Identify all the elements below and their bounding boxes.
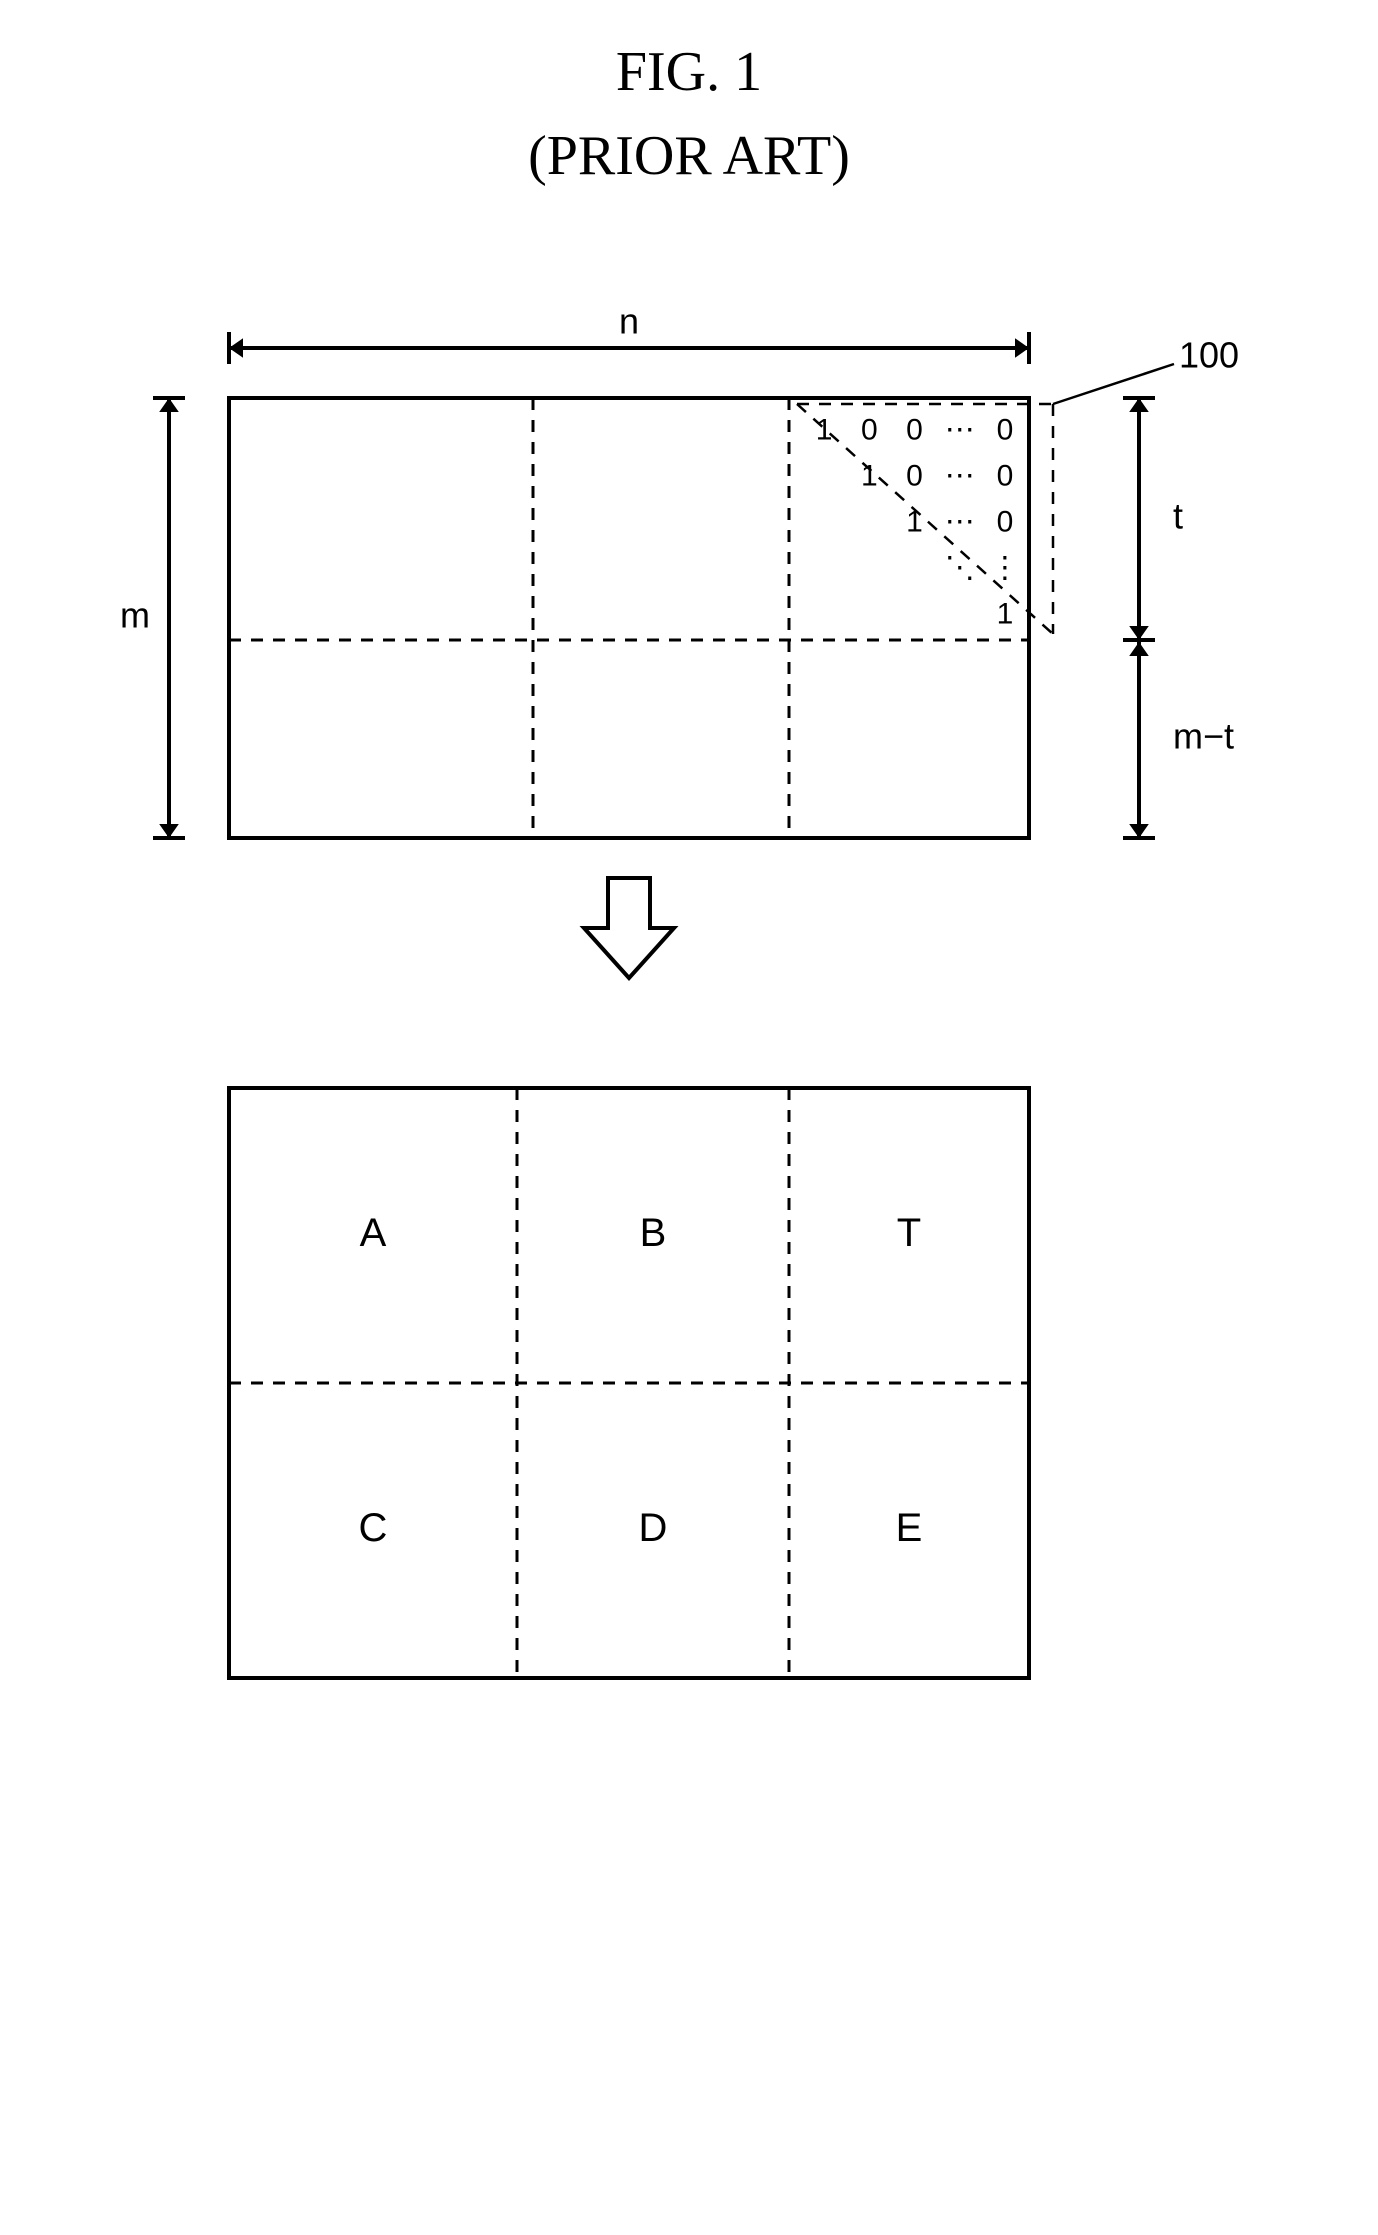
svg-text:0: 0 [997, 506, 1014, 539]
svg-text:m: m [120, 595, 150, 636]
figure-diagram: 100⋯010⋯01⋯0⋱⋮1nmtm−t100ABTCDE [89, 308, 1289, 2008]
svg-text:E: E [896, 1506, 923, 1550]
svg-text:B: B [640, 1211, 667, 1255]
svg-text:0: 0 [861, 414, 878, 447]
svg-text:⋱: ⋱ [945, 552, 975, 585]
svg-text:100: 100 [1179, 335, 1239, 376]
svg-text:1: 1 [997, 598, 1014, 631]
svg-text:⋯: ⋯ [945, 414, 975, 447]
svg-text:D: D [639, 1506, 668, 1550]
svg-text:⋯: ⋯ [945, 460, 975, 493]
svg-text:A: A [360, 1211, 387, 1255]
svg-text:0: 0 [997, 460, 1014, 493]
svg-text:C: C [359, 1506, 388, 1550]
svg-text:0: 0 [906, 414, 923, 447]
svg-text:T: T [897, 1211, 921, 1255]
svg-text:t: t [1173, 496, 1183, 537]
svg-text:m−t: m−t [1173, 716, 1234, 757]
svg-text:0: 0 [997, 414, 1014, 447]
figure-subtitle: (PRIOR ART) [528, 124, 850, 188]
svg-text:1: 1 [816, 414, 833, 447]
svg-text:⋯: ⋯ [945, 506, 975, 539]
figure-title: FIG. 1 [616, 40, 762, 104]
svg-text:n: n [619, 308, 639, 342]
svg-text:⋮: ⋮ [990, 552, 1020, 585]
svg-text:0: 0 [906, 460, 923, 493]
svg-text:1: 1 [906, 506, 923, 539]
svg-text:1: 1 [861, 460, 878, 493]
